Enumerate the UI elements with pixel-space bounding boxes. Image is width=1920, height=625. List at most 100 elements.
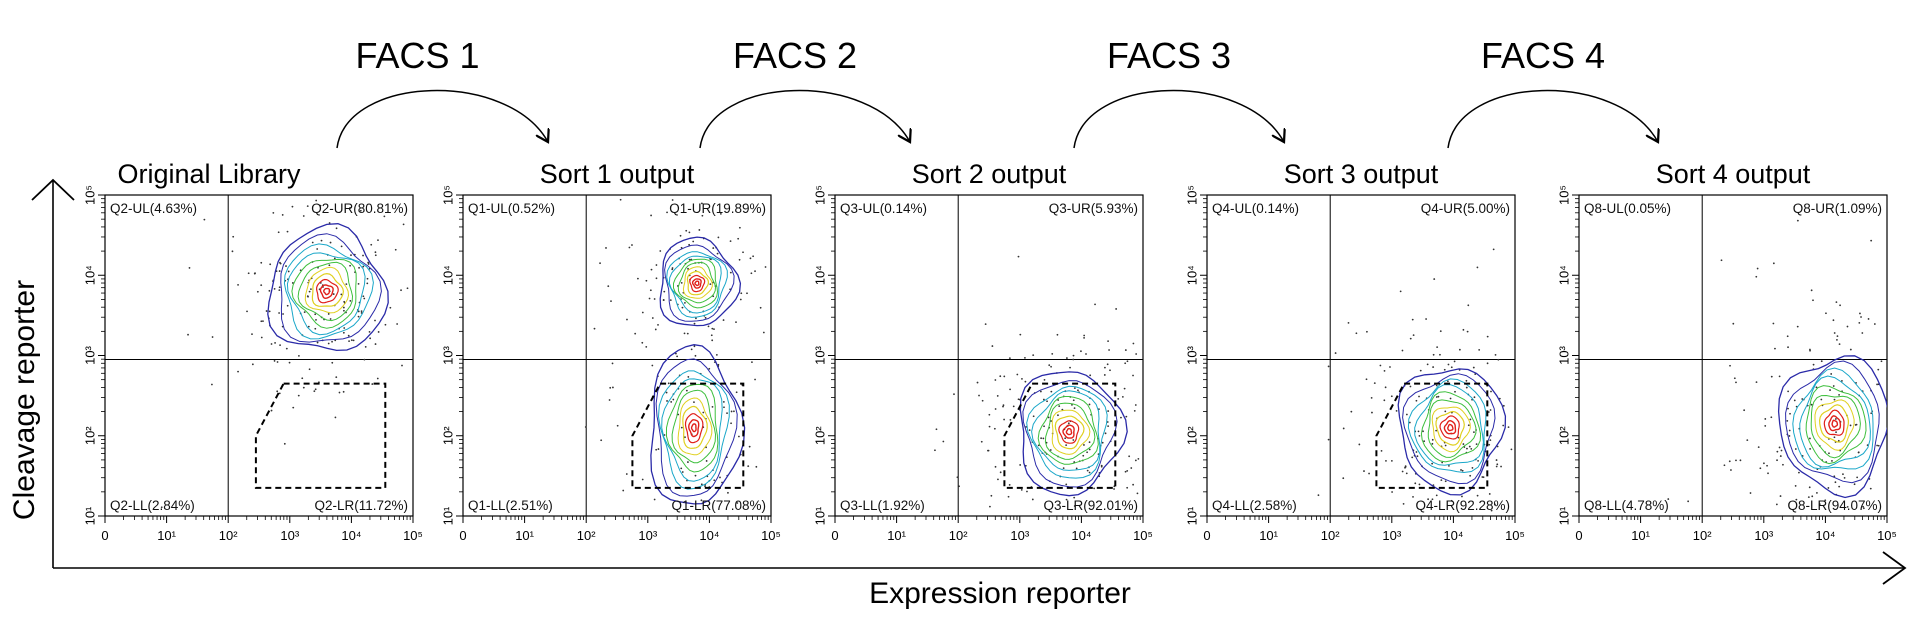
density-contour — [690, 423, 697, 433]
event-dot — [1492, 248, 1495, 251]
event-dot — [1764, 425, 1767, 427]
event-dot — [1788, 429, 1791, 432]
event-dot — [1735, 381, 1737, 384]
event-dot — [1787, 407, 1789, 410]
event-dot — [1775, 503, 1778, 506]
event-dot — [1069, 366, 1071, 369]
event-dot — [650, 214, 652, 217]
event-dot — [1104, 432, 1107, 435]
event-dot — [188, 267, 191, 269]
event-dot — [343, 327, 346, 329]
density-contour — [1799, 375, 1871, 468]
event-dot — [333, 257, 336, 260]
event-dot — [1447, 380, 1449, 383]
event-dot — [1746, 439, 1749, 442]
event-dot — [1834, 481, 1837, 484]
event-dot — [1416, 455, 1419, 458]
event-dot — [698, 229, 701, 231]
event-dot — [655, 448, 658, 451]
plot-content — [584, 198, 767, 505]
event-dot — [358, 266, 360, 269]
event-dot — [593, 327, 596, 330]
event-dot — [1495, 459, 1498, 461]
event-dot — [641, 311, 644, 314]
event-dot — [1418, 435, 1421, 437]
event-dot — [1770, 416, 1773, 419]
panel-title: Sort 3 output — [1284, 159, 1439, 189]
event-dot — [704, 316, 707, 319]
density-contour — [664, 244, 735, 322]
event-dot — [981, 399, 984, 402]
event-dot — [1723, 464, 1726, 467]
event-dot — [1401, 349, 1404, 352]
event-dot — [1058, 405, 1061, 408]
event-dot — [237, 283, 239, 286]
event-dot — [1858, 321, 1861, 324]
event-dot — [251, 333, 253, 336]
event-dot — [1472, 366, 1475, 369]
event-dot — [285, 265, 287, 267]
event-dot — [329, 318, 332, 320]
density-contour — [286, 252, 366, 336]
event-dot — [1024, 356, 1026, 359]
event-dot — [281, 214, 284, 216]
event-dot — [1080, 350, 1082, 353]
event-dot — [1135, 353, 1138, 355]
event-dot — [335, 376, 338, 379]
y-tick-label: 10⁴ — [1556, 265, 1571, 285]
event-dot — [1409, 385, 1412, 388]
event-dot — [1834, 418, 1837, 420]
event-dot — [1454, 390, 1456, 393]
event-dot — [1496, 463, 1499, 466]
density-contour — [1402, 373, 1496, 485]
event-dot — [1796, 325, 1799, 328]
event-dot — [1048, 364, 1051, 367]
event-dot — [352, 339, 355, 342]
event-dot — [270, 343, 273, 345]
event-dot — [1402, 502, 1405, 505]
facs-label: FACS 3 — [1107, 35, 1231, 76]
event-dot — [307, 295, 309, 298]
event-dot — [671, 267, 674, 269]
event-dot — [605, 247, 607, 249]
event-dot — [1043, 378, 1046, 381]
event-dot — [1031, 498, 1034, 501]
y-tick-label: 10¹ — [812, 506, 827, 525]
event-dot — [251, 363, 254, 366]
event-dot — [1401, 470, 1404, 473]
event-dot — [1473, 431, 1475, 434]
event-dot — [1824, 499, 1827, 502]
event-dot — [648, 297, 651, 300]
event-dot — [1065, 498, 1068, 501]
x-tick-label: 10¹ — [1259, 528, 1278, 543]
event-dot — [1072, 439, 1075, 441]
x-tick-label: 10⁵ — [1505, 528, 1525, 543]
panel-3: 0 10¹ 10² 10³ 10⁴ 10⁵ 10¹ 10² 10³ 10⁴ 10⁵ Q3-UL(0.1… — [812, 159, 1152, 543]
density-contour — [1397, 368, 1507, 496]
plot-frame — [834, 194, 1144, 517]
event-dot — [687, 461, 689, 463]
quadrant-label-ul: Q2-UL(4.63%) — [110, 201, 197, 216]
event-dot — [958, 485, 960, 488]
density-contour — [267, 223, 389, 352]
event-dot — [279, 344, 281, 347]
density-contour — [671, 389, 717, 464]
event-dot — [1467, 304, 1470, 307]
y-tick-label: 10⁵ — [440, 185, 455, 205]
event-dot — [331, 361, 334, 364]
density-contour — [304, 266, 350, 314]
event-dot — [1408, 421, 1411, 424]
event-dot — [1032, 354, 1035, 357]
x-tick-label: 10² — [1321, 528, 1340, 543]
event-dot — [713, 328, 715, 330]
event-dot — [1465, 386, 1468, 389]
event-dot — [702, 411, 705, 414]
event-dot — [286, 304, 289, 307]
density-contour — [659, 236, 742, 327]
event-dot — [1860, 316, 1862, 318]
event-dot — [1820, 398, 1823, 401]
event-dot — [693, 401, 695, 404]
event-dot — [997, 478, 999, 481]
event-dot — [684, 301, 686, 304]
event-dot — [369, 337, 372, 340]
